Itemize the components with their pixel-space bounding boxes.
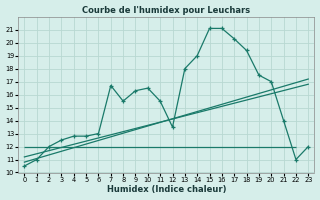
Title: Courbe de l'humidex pour Leuchars: Courbe de l'humidex pour Leuchars <box>82 6 250 15</box>
X-axis label: Humidex (Indice chaleur): Humidex (Indice chaleur) <box>107 185 226 194</box>
